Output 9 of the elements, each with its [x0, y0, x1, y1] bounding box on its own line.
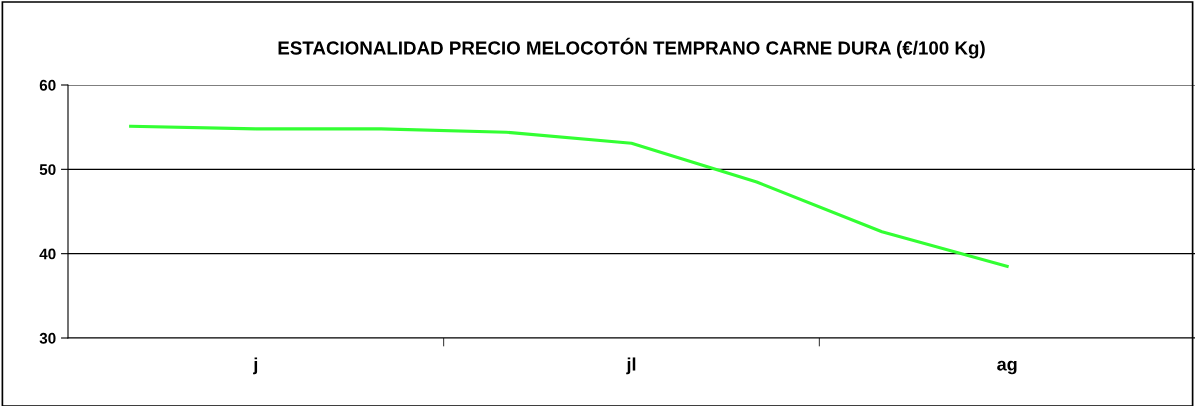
x-tick-label: jl — [626, 357, 636, 375]
y-tick-label: 50 — [39, 164, 56, 176]
chart-title: ESTACIONALIDAD PRECIO MELOCOTÓN TEMPRANO CARNE DURA (€/100 Kg) — [278, 37, 985, 59]
x-tick-label: ag — [997, 360, 1017, 375]
y-tick-label: 30 — [39, 332, 56, 344]
x-tick-label: j — [253, 357, 258, 375]
y-tick-label: 60 — [39, 79, 56, 91]
line-series — [129, 124, 1009, 268]
y-tick-label: 40 — [39, 248, 56, 260]
